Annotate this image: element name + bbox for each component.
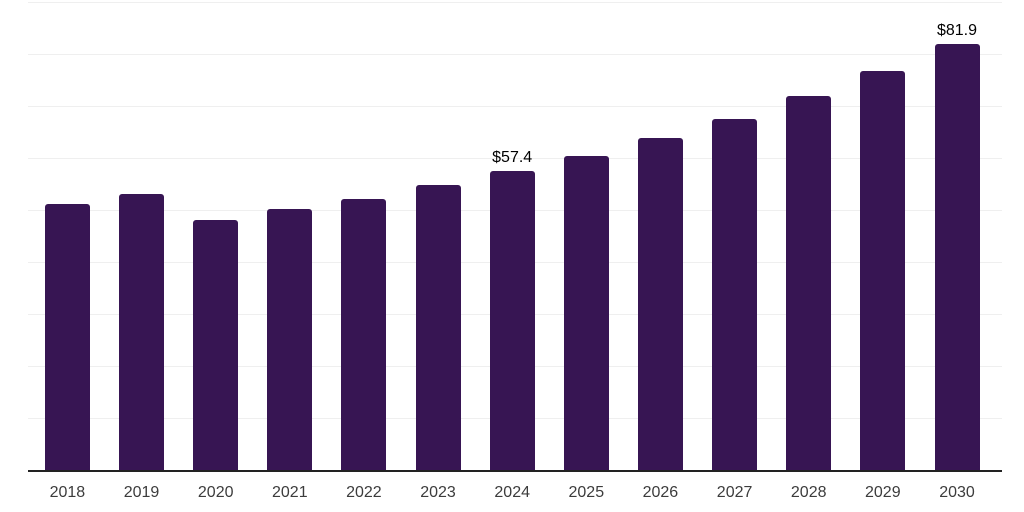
bar-2030	[934, 43, 980, 470]
bar-2021	[267, 209, 313, 470]
x-tick-label-2026: 2026	[642, 484, 679, 501]
bar-2027	[712, 118, 758, 470]
x-tick-label-2021: 2021	[272, 484, 308, 501]
x-tick-label-2019: 2019	[123, 484, 160, 501]
bar-2025	[563, 155, 609, 470]
x-tick-label-2022: 2022	[346, 484, 382, 501]
gridline	[28, 1, 1002, 3]
bar-2020	[193, 220, 239, 470]
bar-2028	[786, 96, 832, 470]
x-tick-label-2030: 2030	[939, 484, 975, 501]
bar-2023	[415, 185, 461, 470]
value-label-2030: $81.9	[936, 21, 978, 39]
gridline	[28, 53, 1002, 55]
gridline	[28, 157, 1002, 159]
bar-2018	[44, 203, 90, 470]
bar-2022	[341, 199, 387, 470]
x-tick-label-2024: 2024	[494, 484, 530, 501]
gridline	[28, 105, 1002, 107]
x-tick-label-2027: 2027	[716, 484, 753, 501]
x-tick-label-2028: 2028	[790, 484, 827, 501]
x-axis-line	[28, 469, 1002, 472]
x-tick-label-2025: 2025	[568, 484, 605, 501]
bar-2019	[119, 193, 164, 470]
bar-2026	[637, 137, 683, 470]
x-tick-label-2020: 2020	[197, 484, 234, 501]
x-tick-label-2029: 2029	[865, 484, 901, 501]
x-tick-label-2018: 2018	[49, 484, 86, 501]
bar-2024	[489, 171, 535, 470]
x-tick-label-2023: 2023	[420, 484, 456, 501]
value-label-2024: $57.4	[492, 149, 533, 167]
bar-2029	[860, 71, 906, 470]
